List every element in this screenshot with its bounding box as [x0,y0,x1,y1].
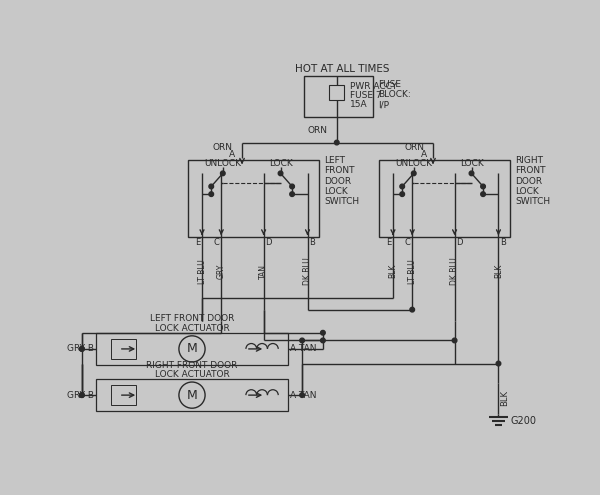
Circle shape [220,171,225,176]
Text: BLK: BLK [500,390,509,406]
Text: GRY: GRY [217,263,226,279]
Circle shape [469,171,474,176]
Text: C: C [214,238,220,247]
Text: M: M [187,343,197,355]
Circle shape [80,346,84,351]
Text: B: B [500,238,506,247]
Circle shape [209,192,214,197]
Circle shape [320,338,325,343]
Circle shape [412,171,416,176]
Text: LT BLU: LT BLU [408,259,417,284]
Circle shape [290,192,295,197]
Bar [111,339,136,359]
Text: UNLOCK: UNLOCK [204,159,241,168]
Text: LOCK: LOCK [269,159,292,168]
Text: D: D [456,238,463,247]
Circle shape [80,346,84,351]
Text: C: C [405,238,410,247]
Circle shape [80,393,84,397]
Circle shape [481,192,485,197]
Text: HOT AT ALL TIMES: HOT AT ALL TIMES [295,64,389,74]
Circle shape [496,361,501,366]
Bar [96,333,288,365]
Circle shape [300,338,304,343]
Text: UNLOCK: UNLOCK [395,159,432,168]
Circle shape [300,393,304,397]
Text: M: M [187,389,197,401]
Text: I/P: I/P [379,100,389,109]
Text: G200: G200 [511,416,537,426]
Text: ORN: ORN [308,126,328,135]
Text: PWR ACCY: PWR ACCY [350,82,397,91]
Circle shape [334,140,339,145]
Circle shape [400,192,404,197]
Text: ORN: ORN [213,143,233,151]
Circle shape [452,338,457,343]
Bar [329,85,344,100]
Text: A TAN: A TAN [290,391,316,399]
Circle shape [278,171,283,176]
Text: LEFT
FRONT
DOOR
LOCK
SWITCH: LEFT FRONT DOOR LOCK SWITCH [325,156,359,206]
Circle shape [400,184,404,189]
Bar [304,76,373,117]
Circle shape [410,307,415,312]
Text: GRY B: GRY B [67,391,94,399]
Bar [96,379,288,411]
Text: BLOCK:: BLOCK: [379,90,411,99]
Text: LOCK ACTUATOR: LOCK ACTUATOR [155,370,229,379]
Circle shape [290,184,295,189]
Text: 15A: 15A [350,100,367,109]
Text: FUSE 7: FUSE 7 [350,91,382,100]
Text: LEFT FRONT DOOR: LEFT FRONT DOOR [150,314,234,323]
Text: BLK: BLK [388,264,397,278]
Text: LT BLU: LT BLU [197,259,206,284]
Text: E: E [386,238,391,247]
Text: DK BLU: DK BLU [303,257,312,285]
Bar [111,385,136,405]
Text: GRY B: GRY B [67,345,94,353]
Circle shape [80,393,84,397]
Text: BLK: BLK [494,264,503,278]
Text: A: A [421,150,427,159]
Bar [379,159,510,237]
Text: A: A [229,150,235,159]
Bar [188,159,319,237]
Text: TAN: TAN [259,264,268,279]
Text: FUSE: FUSE [379,80,401,89]
Text: RIGHT FRONT DOOR: RIGHT FRONT DOOR [146,360,238,370]
Text: A TAN: A TAN [290,345,316,353]
Circle shape [320,331,325,335]
Text: DK BLU: DK BLU [450,257,459,285]
Text: ORN: ORN [404,143,425,151]
Text: D: D [265,238,272,247]
Text: LOCK ACTUATOR: LOCK ACTUATOR [155,324,229,333]
Text: B: B [309,238,315,247]
Circle shape [209,184,214,189]
Text: LOCK: LOCK [460,159,484,168]
Text: E: E [195,238,200,247]
Text: RIGHT
FRONT
DOOR
LOCK
SWITCH: RIGHT FRONT DOOR LOCK SWITCH [515,156,551,206]
Circle shape [481,184,485,189]
